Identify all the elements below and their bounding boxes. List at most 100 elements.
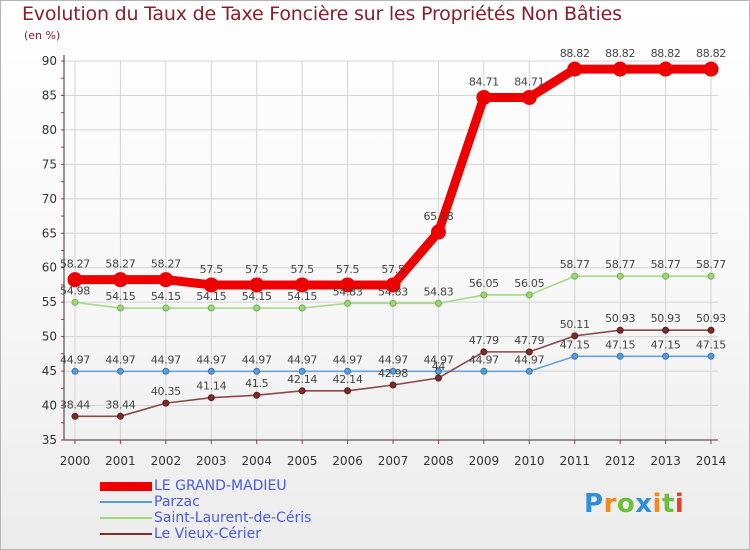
- data-label-le-grand-madieu: 88.82: [651, 47, 681, 60]
- data-point-le-grand-madieu: [430, 224, 446, 240]
- data-point-saint-laurent-de-ceris: [298, 304, 306, 312]
- data-point-le-grand-madieu: [385, 277, 401, 293]
- data-label-parzac: 44.97: [151, 353, 181, 366]
- legend-label: LE GRAND-MADIEU: [154, 478, 287, 494]
- data-label-le-grand-madieu: 88.82: [605, 47, 635, 60]
- data-label-saint-laurent-de-ceris: 58.77: [560, 258, 590, 271]
- legend-swatch: [100, 501, 152, 503]
- data-point-saint-laurent-de-ceris: [571, 272, 579, 280]
- data-point-le-vieux-cerier: [298, 387, 306, 395]
- data-point-le-grand-madieu: [249, 277, 265, 293]
- data-label-le-grand-madieu: 65.18: [423, 210, 453, 223]
- data-label-le-vieux-cerier: 50.93: [605, 312, 635, 325]
- data-label-le-grand-madieu: 57.5: [291, 263, 315, 276]
- data-label-parzac: 44.97: [333, 353, 363, 366]
- data-point-le-grand-madieu: [612, 61, 628, 77]
- data-label-le-vieux-cerier: 42.14: [287, 373, 317, 386]
- data-point-saint-laurent-de-ceris: [344, 299, 352, 307]
- data-point-saint-laurent-de-ceris: [207, 304, 215, 312]
- data-label-parzac: 47.15: [605, 338, 635, 351]
- x-tick-label: 2003: [196, 454, 227, 468]
- data-point-le-vieux-cerier: [616, 326, 624, 334]
- data-point-saint-laurent-de-ceris: [434, 299, 442, 307]
- x-tick-label: 2010: [514, 454, 545, 468]
- data-point-le-grand-madieu: [658, 61, 674, 77]
- data-point-le-vieux-cerier: [207, 394, 215, 402]
- data-point-parzac: [525, 367, 533, 375]
- legend-label: Saint-Laurent-de-Céris: [154, 510, 312, 526]
- x-tick-label: 2012: [605, 454, 636, 468]
- y-tick-label: 90: [42, 54, 57, 68]
- x-tick-label: 2008: [423, 454, 454, 468]
- data-label-saint-laurent-de-ceris: 54.15: [105, 290, 135, 303]
- data-label-le-vieux-cerier: 38.44: [60, 398, 90, 411]
- data-point-le-grand-madieu: [112, 272, 128, 288]
- data-label-parzac: 44.97: [469, 353, 499, 366]
- data-label-parzac: 44.97: [60, 353, 90, 366]
- data-label-le-vieux-cerier: 47.79: [469, 334, 499, 347]
- data-label-parzac: 44.97: [378, 353, 408, 366]
- data-label-saint-laurent-de-ceris: 58.77: [696, 258, 726, 271]
- data-label-parzac: 44.97: [105, 353, 135, 366]
- data-point-parzac: [480, 367, 488, 375]
- x-tick-label: 2001: [105, 454, 136, 468]
- data-label-le-vieux-cerier: 47.79: [514, 334, 544, 347]
- data-point-saint-laurent-de-ceris: [480, 291, 488, 299]
- data-label-saint-laurent-de-ceris: 56.05: [514, 277, 544, 290]
- data-point-le-vieux-cerier: [571, 332, 579, 340]
- data-point-saint-laurent-de-ceris: [253, 304, 261, 312]
- data-point-le-grand-madieu: [158, 272, 174, 288]
- y-tick-label: 65: [42, 226, 57, 240]
- chart-title: Evolution du Taux de Taxe Foncière sur l…: [22, 3, 622, 25]
- data-label-saint-laurent-de-ceris: 54.15: [151, 290, 181, 303]
- x-tick-label: 2011: [559, 454, 590, 468]
- data-label-saint-laurent-de-ceris: 58.77: [651, 258, 681, 271]
- data-label-le-grand-madieu: 84.71: [514, 75, 544, 88]
- data-label-le-grand-madieu: 57.5: [336, 263, 360, 276]
- brand-letter: i: [652, 489, 662, 519]
- data-point-saint-laurent-de-ceris: [71, 298, 79, 306]
- y-tick-label: 55: [42, 295, 57, 309]
- legend-label: Parzac: [154, 494, 200, 510]
- data-label-parzac: 44.97: [423, 353, 453, 366]
- data-label-le-vieux-cerier: 44: [432, 360, 446, 373]
- data-point-parzac: [434, 367, 442, 375]
- data-label-saint-laurent-de-ceris: 54.83: [378, 285, 408, 298]
- brand-letter: x: [635, 489, 653, 519]
- data-label-le-grand-madieu: 88.82: [696, 47, 726, 60]
- data-point-le-vieux-cerier: [480, 348, 488, 356]
- data-point-le-vieux-cerier: [344, 387, 352, 395]
- data-point-le-vieux-cerier: [662, 326, 670, 334]
- data-point-parzac: [116, 367, 124, 375]
- data-point-le-grand-madieu: [203, 277, 219, 293]
- data-point-parzac: [662, 352, 670, 360]
- x-tick-label: 2005: [287, 454, 318, 468]
- x-tick-label: 2006: [332, 454, 363, 468]
- data-label-le-vieux-cerier: 40.35: [151, 385, 181, 398]
- data-label-parzac: 44.97: [514, 353, 544, 366]
- data-point-le-vieux-cerier: [71, 412, 79, 420]
- data-point-parzac: [298, 367, 306, 375]
- data-point-le-grand-madieu: [340, 277, 356, 293]
- data-point-saint-laurent-de-ceris: [525, 291, 533, 299]
- data-label-le-grand-madieu: 84.71: [469, 75, 499, 88]
- data-label-le-grand-madieu: 58.27: [151, 258, 181, 271]
- data-point-saint-laurent-de-ceris: [616, 272, 624, 280]
- brand-letter: i: [674, 489, 685, 519]
- data-label-saint-laurent-de-ceris: 58.77: [605, 258, 635, 271]
- data-point-le-vieux-cerier: [116, 412, 124, 420]
- data-label-parzac: 47.15: [651, 338, 681, 351]
- y-tick-label: 50: [42, 330, 57, 344]
- y-tick-label: 85: [42, 88, 57, 102]
- y-tick-label: 80: [42, 123, 57, 137]
- x-tick-label: 2013: [650, 454, 681, 468]
- data-point-le-vieux-cerier: [434, 374, 442, 382]
- brand-letter: P: [584, 489, 604, 519]
- data-point-le-vieux-cerier: [389, 381, 397, 389]
- data-point-le-vieux-cerier: [253, 391, 261, 399]
- data-point-parzac: [253, 367, 261, 375]
- y-tick-label: 45: [42, 364, 57, 378]
- data-label-parzac: 47.15: [560, 338, 590, 351]
- data-point-le-vieux-cerier: [525, 348, 533, 356]
